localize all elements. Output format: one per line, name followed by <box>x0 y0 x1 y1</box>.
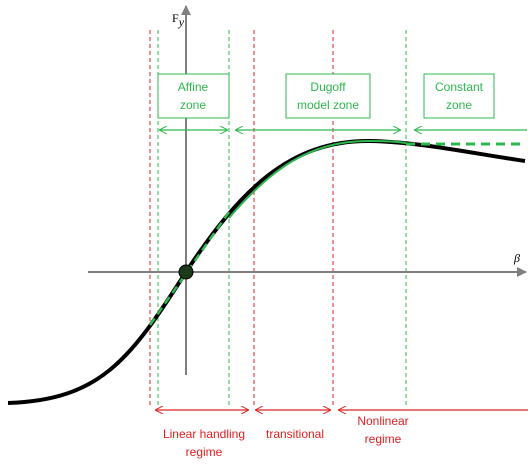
regime-label: Linear handling <box>163 427 245 441</box>
axes <box>88 5 527 375</box>
zone-label: Constant <box>435 80 484 94</box>
regime-label: transitional <box>266 427 324 441</box>
zone-label: Dugoff <box>310 80 346 94</box>
zone-label: zone <box>180 98 206 112</box>
zone-boxes <box>157 73 495 119</box>
x-axis-label: β <box>513 251 520 265</box>
regime-label: regime <box>186 445 223 459</box>
zone-label: zone <box>446 98 472 112</box>
regime-label: Nonlinear <box>357 414 408 428</box>
y-axis-label: Fy <box>172 11 185 29</box>
zone-label: Affine <box>178 80 209 94</box>
tire-curve <box>7 138 526 405</box>
zone-label: model zone <box>297 98 359 112</box>
regime-label: regime <box>365 432 402 446</box>
dugoff-curve <box>228 139 407 219</box>
origin-point <box>178 264 194 280</box>
